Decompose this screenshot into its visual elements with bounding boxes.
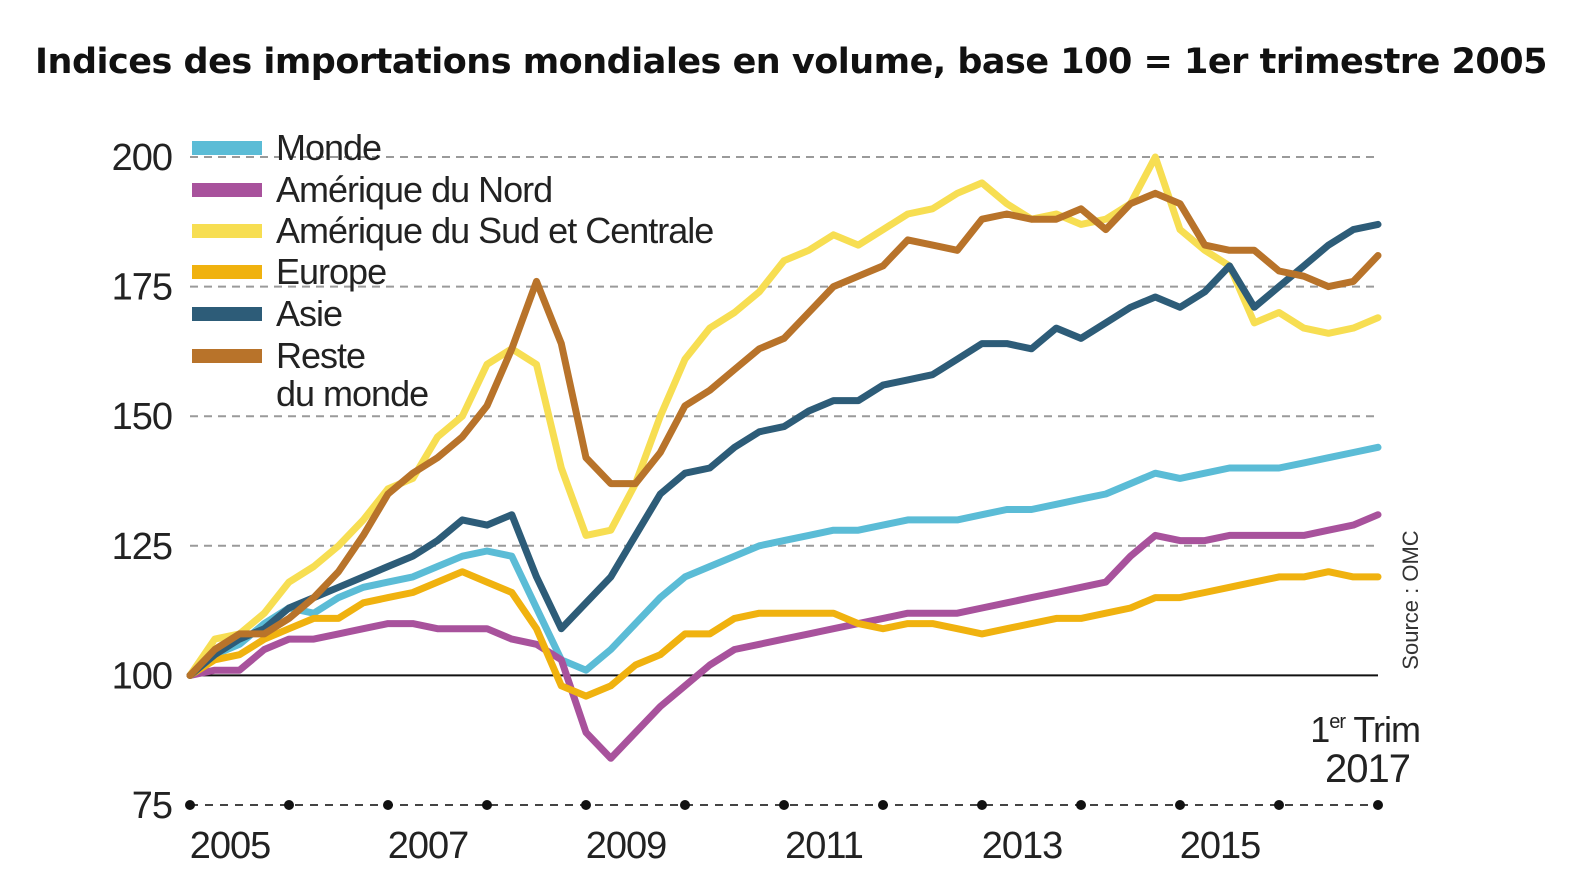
y-tick-150: 150 (112, 396, 172, 438)
annotation-layer: 1er Trim 2017 Source : OMC (1310, 530, 1423, 791)
legend-label-asie: Asie (276, 293, 342, 334)
x-axis-dot-2006 (284, 800, 294, 810)
x-axis-dot-2012 (878, 800, 888, 810)
legend-label-europe: Europe (276, 251, 386, 292)
legend-label-amerique-du-nord: Amérique du Nord (276, 169, 552, 210)
legend-swatch-amerique-du-sud-et-centrale (192, 224, 262, 238)
x-axis-dot-2011 (779, 800, 789, 810)
x-axis-dot-2017 (1373, 800, 1383, 810)
series-line-reste-du-monde (186, 189, 1382, 679)
grid-layer (190, 156, 1378, 677)
x-axis-dot-2005 (185, 800, 195, 810)
legend-swatch-europe (192, 265, 262, 279)
y-tick-200: 200 (112, 137, 172, 179)
x-tick-2009: 2009 (586, 825, 667, 867)
annotation-last-quarter: 1er Trim (1310, 709, 1420, 750)
x-axis-dot-2008 (482, 800, 492, 810)
x-axis-dot-2010 (680, 800, 690, 810)
legend-swatch-monde (192, 141, 262, 155)
legend-label-amerique-du-sud-et-centrale: Amérique du Sud et Centrale (276, 210, 713, 251)
series-line-europe (186, 568, 1382, 700)
series-line-monde (186, 443, 1382, 679)
legend-label-monde: Monde (276, 127, 381, 168)
chart-title: Indices des importations mondiales en vo… (35, 42, 1547, 82)
y-tick-75: 75 (132, 785, 172, 827)
legend-label-reste: Reste (276, 335, 365, 376)
x-tick-2007: 2007 (388, 825, 469, 867)
x-axis-dot-2013 (977, 800, 987, 810)
series-line-asie (186, 220, 1382, 679)
legend-label-reste-line2: du monde (276, 373, 428, 414)
x-axis-dot-2007 (383, 800, 393, 810)
series-layer (186, 153, 1382, 762)
source-note: Source : OMC (1398, 530, 1423, 669)
legend-swatch-reste (192, 349, 262, 363)
x-axis-dot-2015 (1175, 800, 1185, 810)
legend-swatch-asie (192, 307, 262, 321)
x-tick-2011: 2011 (785, 825, 863, 867)
x-tick-2005: 2005 (190, 825, 271, 867)
x-axis-dot-2016 (1274, 800, 1284, 810)
axis-layer: 75 100 125 150 175 200 2005 2007 2009 2011 2013 201… (112, 137, 1383, 867)
series-line-amerique-du-sud-et-centrale (186, 153, 1382, 679)
x-tick-2015: 2015 (1180, 825, 1261, 867)
x-tick-2013: 2013 (982, 825, 1063, 867)
annotation-year: 2017 (1325, 747, 1410, 791)
x-axis-dot-2014 (1076, 800, 1086, 810)
series-line-amerique-du-nord (186, 511, 1382, 762)
x-axis-dot-2009 (581, 800, 591, 810)
y-tick-175: 175 (112, 267, 172, 309)
y-tick-100: 100 (112, 655, 172, 697)
legend-swatch-amerique-du-nord (192, 183, 262, 197)
y-tick-125: 125 (112, 526, 172, 568)
